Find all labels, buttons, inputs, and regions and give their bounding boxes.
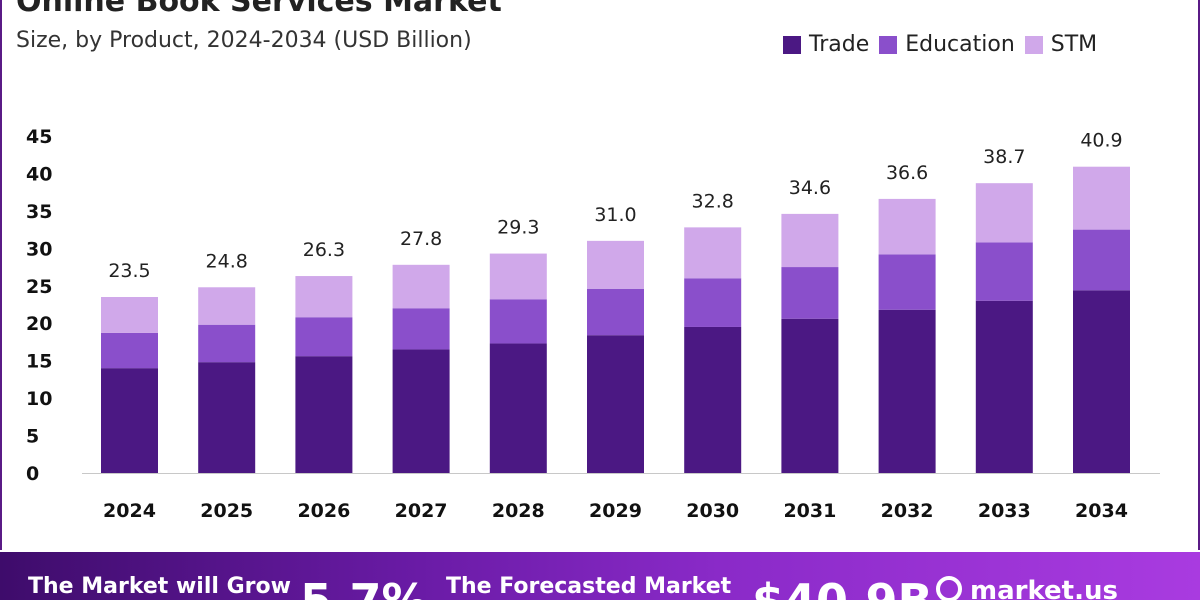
left-border — [0, 0, 2, 550]
y-tick-label: 25 — [26, 276, 52, 298]
bar-segment-stm[interactable] — [198, 287, 256, 325]
y-tick-label: 10 — [26, 388, 52, 410]
right-border — [1198, 0, 1200, 550]
x-tick-label: 2027 — [395, 500, 448, 522]
bar-segment-education[interactable] — [1073, 229, 1130, 291]
legend-label-stm: STM — [1050, 32, 1098, 57]
bar-segment-stm[interactable] — [101, 297, 158, 333]
chart-subtitle: Size, by Product, 2024-2034 (USD Billion… — [16, 28, 472, 53]
bar-segment-stm[interactable] — [781, 213, 839, 268]
chart-title: Online Book Services Market — [16, 0, 502, 19]
footer-cagr-value: 5.7% — [300, 574, 428, 600]
bar-segment-education[interactable] — [781, 267, 839, 319]
legend-label-education: Education — [905, 32, 1015, 57]
y-tick-label: 45 — [26, 126, 52, 148]
bar-segment-trade[interactable] — [489, 343, 547, 473]
bar-segment-stm[interactable] — [489, 253, 547, 300]
bar-segment-education[interactable] — [684, 278, 742, 327]
bar-segment-education[interactable] — [198, 324, 256, 363]
bar-segment-stm[interactable] — [392, 264, 450, 309]
y-tick-label: 0 — [26, 463, 39, 485]
legend-item-stm: STM — [1024, 32, 1098, 57]
bar-segment-education[interactable] — [975, 242, 1033, 301]
bar-segment-stm[interactable] — [975, 183, 1033, 243]
bar-segment-stm[interactable] — [684, 227, 742, 279]
legend-label-trade: Trade — [809, 32, 870, 57]
bar-segment-education[interactable] — [878, 254, 936, 310]
bar-segment-trade[interactable] — [1073, 290, 1130, 473]
legend-item-education: Education — [879, 32, 1015, 57]
bar-segment-education[interactable] — [295, 317, 353, 357]
bar-segment-education[interactable] — [392, 308, 450, 350]
bar-segment-trade[interactable] — [198, 362, 256, 473]
legend-swatch-stm — [1024, 35, 1043, 54]
footer-banner: The Market will Grow 5.7% The Forecasted… — [0, 552, 1200, 600]
y-tick-label: 40 — [26, 163, 52, 185]
footer-forecast-value: $40.9B — [752, 574, 933, 600]
legend-swatch-education — [879, 35, 898, 54]
footer-brand[interactable]: market.us — [970, 576, 1118, 600]
chart-legend: Trade Education STM — [783, 32, 1107, 57]
bar-total-label: 38.7 — [983, 146, 1025, 168]
bar-total-label: 40.9 — [1080, 130, 1122, 152]
x-tick-label: 2024 — [103, 500, 156, 522]
bar-segment-trade[interactable] — [587, 335, 644, 473]
bar-total-label: 27.8 — [400, 228, 442, 250]
x-tick-label: 2026 — [297, 500, 350, 522]
x-tick-label: 2033 — [978, 500, 1031, 522]
stacked-bar-chart: 05101520253035404523.5202424.8202526.320… — [26, 126, 1160, 522]
bar-segment-trade[interactable] — [975, 300, 1033, 473]
bar-total-label: 36.6 — [886, 162, 928, 184]
bar-segment-trade[interactable] — [684, 326, 742, 473]
footer-grow-label: The Market will Grow — [28, 574, 291, 599]
x-tick-label: 2031 — [783, 500, 836, 522]
x-tick-label: 2028 — [492, 500, 545, 522]
bar-total-label: 26.3 — [303, 239, 345, 261]
y-tick-label: 20 — [26, 313, 52, 335]
bar-total-label: 34.6 — [789, 177, 831, 199]
bar-total-label: 24.8 — [206, 250, 248, 272]
brand-logo-icon — [936, 576, 962, 600]
bar-total-label: 32.8 — [692, 190, 734, 212]
x-tick-label: 2032 — [881, 500, 934, 522]
footer-forecast-label: The Forecasted Market — [446, 574, 732, 599]
legend-item-trade: Trade — [783, 32, 869, 57]
bar-segment-trade[interactable] — [101, 368, 158, 473]
bar-segment-stm[interactable] — [878, 198, 936, 255]
bar-total-label: 29.3 — [497, 217, 539, 239]
bar-segment-education[interactable] — [587, 288, 644, 336]
y-tick-label: 30 — [26, 238, 52, 260]
y-tick-label: 15 — [26, 351, 52, 373]
x-tick-label: 2029 — [589, 500, 642, 522]
bar-total-label: 23.5 — [108, 260, 150, 282]
x-tick-label: 2025 — [200, 500, 253, 522]
x-tick-label: 2030 — [686, 500, 739, 522]
x-tick-label: 2034 — [1075, 500, 1128, 522]
bar-segment-trade[interactable] — [878, 309, 936, 473]
bar-segment-education[interactable] — [101, 332, 158, 369]
bar-segment-stm[interactable] — [1073, 166, 1130, 230]
bar-segment-trade[interactable] — [781, 318, 839, 473]
y-tick-label: 5 — [26, 426, 39, 448]
legend-swatch-trade — [783, 35, 801, 54]
y-tick-label: 35 — [26, 201, 52, 223]
bar-segment-stm[interactable] — [295, 276, 353, 318]
bar-total-label: 31.0 — [594, 204, 636, 226]
bar-segment-trade[interactable] — [295, 356, 353, 473]
bar-segment-trade[interactable] — [392, 349, 450, 473]
bar-segment-stm[interactable] — [587, 240, 644, 289]
bar-segment-education[interactable] — [489, 299, 547, 344]
